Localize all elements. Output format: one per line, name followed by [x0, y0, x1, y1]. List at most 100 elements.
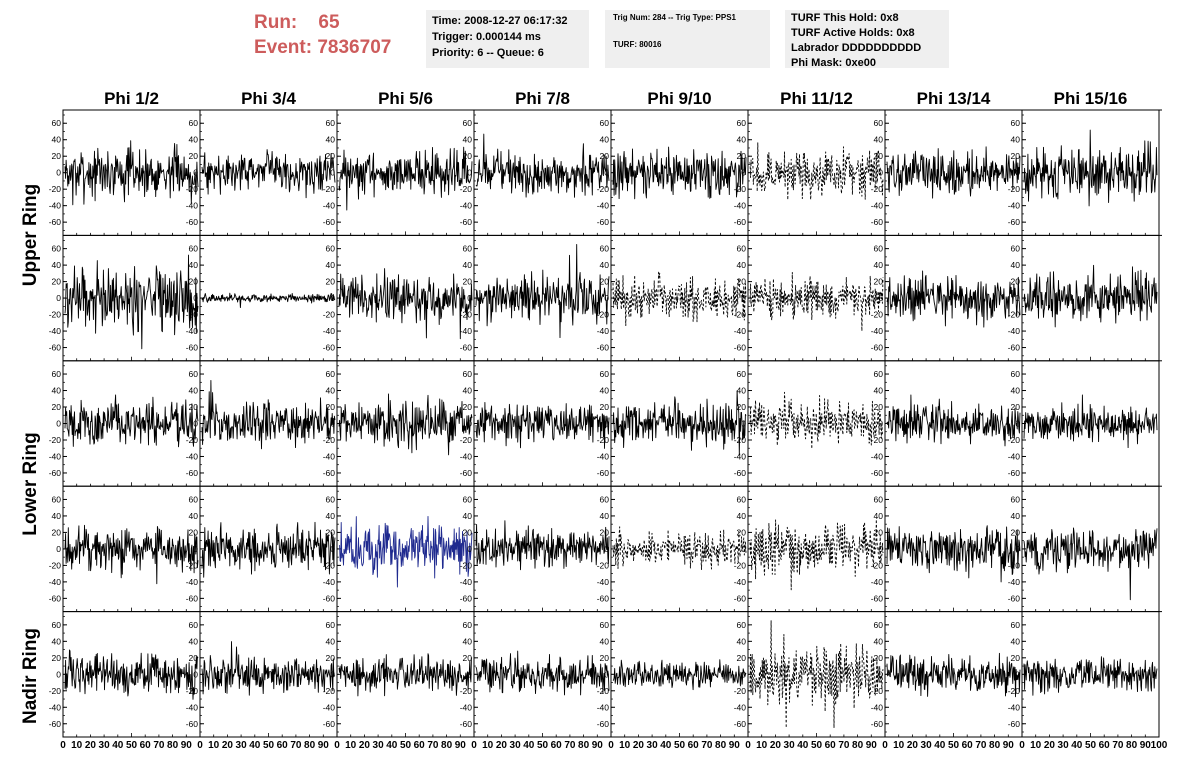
- y-tick-label: -60: [871, 343, 884, 353]
- y-tick-label: 60: [874, 620, 884, 630]
- y-tick-label: 40: [874, 135, 884, 145]
- waveform-trace: [886, 270, 1021, 328]
- x-tick-label: 0: [197, 740, 203, 751]
- x-tick-label: 10: [482, 740, 494, 751]
- y-tick-label: 0: [604, 168, 609, 178]
- y-tick-label: -20: [460, 184, 473, 194]
- y-tick-label: 60: [189, 494, 199, 504]
- waveform-trace: [64, 140, 199, 206]
- priority-text: Priority: 6 -- Queue: 6: [432, 47, 544, 59]
- y-tick-label: 40: [737, 260, 747, 270]
- y-tick-label: -20: [323, 560, 336, 570]
- y-tick-label: -60: [460, 593, 473, 603]
- y-tick-label: 60: [600, 620, 610, 630]
- y-tick-label: 40: [189, 386, 199, 396]
- y-tick-label: 40: [52, 260, 62, 270]
- y-tick-label: 60: [189, 118, 199, 128]
- y-tick-label: 20: [52, 151, 62, 161]
- x-tick-label: 90: [181, 740, 193, 751]
- y-tick-label: 40: [1011, 636, 1021, 646]
- y-tick-label: -60: [734, 719, 747, 729]
- y-tick-label: 60: [737, 244, 747, 254]
- y-tick-label: -60: [323, 217, 336, 227]
- y-tick-label: 40: [52, 386, 62, 396]
- y-tick-label: -60: [460, 719, 473, 729]
- x-tick-label: 0: [608, 740, 614, 751]
- trigger-text: Trigger: 0.000144 ms: [432, 31, 541, 43]
- y-tick-label: 20: [326, 527, 336, 537]
- y-tick-label: 40: [600, 135, 610, 145]
- x-tick-label: 40: [934, 740, 946, 751]
- waveform-trace: [338, 515, 473, 588]
- waveform-trace: [475, 133, 610, 198]
- x-tick-label: 50: [263, 740, 275, 751]
- run-line: Run: 65: [254, 10, 414, 35]
- y-tick-label: -20: [734, 686, 747, 696]
- run-value: 65: [318, 12, 340, 33]
- y-tick-label: 60: [600, 244, 610, 254]
- y-tick-label: -60: [871, 719, 884, 729]
- y-tick-label: -60: [49, 719, 62, 729]
- y-tick-label: 60: [1011, 494, 1021, 504]
- x-tick-label: 50: [1085, 740, 1097, 751]
- y-tick-label: 20: [737, 653, 747, 663]
- y-tick-label: 40: [463, 386, 473, 396]
- x-tick-label: 70: [153, 740, 165, 751]
- y-tick-label: 60: [463, 118, 473, 128]
- waveform-trace: [201, 149, 336, 199]
- y-tick-label: -40: [597, 577, 610, 587]
- y-tick-label: 40: [326, 135, 336, 145]
- y-tick-label: 0: [878, 419, 883, 429]
- y-tick-label: -20: [186, 686, 199, 696]
- y-tick-label: -40: [49, 702, 62, 712]
- panel-frame: [199, 360, 338, 487]
- y-tick-label: -20: [871, 184, 884, 194]
- y-tick-label: -40: [186, 326, 199, 336]
- y-tick-label: 60: [326, 494, 336, 504]
- y-tick-label: -20: [597, 560, 610, 570]
- waveform-trace: [338, 393, 473, 456]
- y-tick-label: -20: [1008, 435, 1021, 445]
- x-tick-label: 90: [729, 740, 741, 751]
- y-tick-label: 40: [874, 260, 884, 270]
- x-tick-label: 0: [1019, 740, 1025, 751]
- y-tick-label: 20: [326, 277, 336, 287]
- y-tick-label: 60: [326, 620, 336, 630]
- y-tick-label: 0: [193, 293, 198, 303]
- y-tick-label: 40: [1011, 135, 1021, 145]
- x-tick-label: 0: [60, 740, 66, 751]
- x-tick-label: 30: [99, 740, 111, 751]
- y-tick-label: -20: [323, 435, 336, 445]
- waveform-trace: [1023, 656, 1158, 696]
- x-tick-label: 20: [222, 740, 234, 751]
- waveform-trace: [338, 268, 473, 340]
- trig-num-text: Trig Num: 284 -- Trig Type: PPS1: [613, 13, 736, 22]
- y-tick-label: -60: [186, 593, 199, 603]
- y-tick-label: -20: [186, 310, 199, 320]
- y-tick-label: 20: [463, 527, 473, 537]
- y-tick-label: 20: [1011, 151, 1021, 161]
- y-tick-label: -40: [323, 201, 336, 211]
- y-tick-label: -40: [186, 451, 199, 461]
- trigger-info-box: Trig Num: 284 -- Trig Type: PPS1 TURF: 8…: [605, 10, 770, 68]
- y-tick-label: -60: [1008, 217, 1021, 227]
- y-tick-label: 40: [326, 260, 336, 270]
- column-title: Phi 13/14: [917, 89, 991, 108]
- y-tick-label: 40: [1011, 511, 1021, 521]
- y-tick-label: 60: [874, 494, 884, 504]
- x-tick-label: 50: [126, 740, 138, 751]
- x-tick-label: 0: [745, 740, 751, 751]
- y-tick-label: -40: [323, 451, 336, 461]
- y-tick-label: -20: [49, 184, 62, 194]
- x-tick-label: 40: [797, 740, 809, 751]
- y-tick-label: 40: [189, 511, 199, 521]
- y-tick-label: 0: [1015, 544, 1020, 554]
- x-tick-label: 40: [523, 740, 535, 751]
- y-tick-label: 60: [737, 494, 747, 504]
- y-tick-label: 40: [326, 636, 336, 646]
- run-label: Run:: [254, 12, 298, 33]
- y-tick-label: -20: [186, 435, 199, 445]
- y-tick-label: -60: [49, 593, 62, 603]
- y-tick-label: 60: [1011, 244, 1021, 254]
- x-tick-label: 20: [359, 740, 371, 751]
